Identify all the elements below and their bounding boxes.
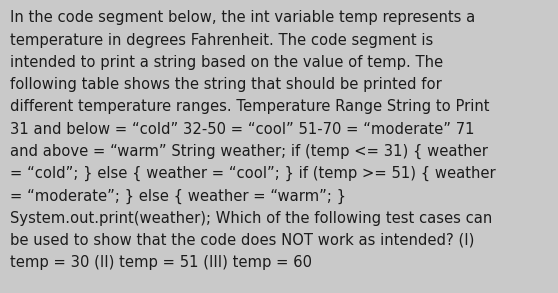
Text: 31 and below = “cold” 32-50 = “cool” 51-70 = “moderate” 71: 31 and below = “cold” 32-50 = “cool” 51-… <box>10 122 474 137</box>
Text: temperature in degrees Fahrenheit. The code segment is: temperature in degrees Fahrenheit. The c… <box>10 33 434 47</box>
Text: = “moderate”; } else { weather = “warm”; }: = “moderate”; } else { weather = “warm”;… <box>10 188 346 204</box>
Text: intended to print a string based on the value of temp. The: intended to print a string based on the … <box>10 55 443 70</box>
Text: = “cold”; } else { weather = “cool”; } if (temp >= 51) { weather: = “cold”; } else { weather = “cool”; } i… <box>10 166 496 181</box>
Text: be used to show that the code does NOT work as intended? (I): be used to show that the code does NOT w… <box>10 233 474 248</box>
Text: temp = 30 (II) temp = 51 (III) temp = 60: temp = 30 (II) temp = 51 (III) temp = 60 <box>10 255 312 270</box>
Text: following table shows the string that should be printed for: following table shows the string that sh… <box>10 77 442 92</box>
Text: In the code segment below, the int variable temp represents a: In the code segment below, the int varia… <box>10 10 475 25</box>
Text: different temperature ranges. Temperature Range String to Print: different temperature ranges. Temperatur… <box>10 99 489 114</box>
Text: and above = “warm” String weather; if (temp <= 31) { weather: and above = “warm” String weather; if (t… <box>10 144 488 159</box>
Text: System.out.print(weather); Which of the following test cases can: System.out.print(weather); Which of the … <box>10 211 492 226</box>
